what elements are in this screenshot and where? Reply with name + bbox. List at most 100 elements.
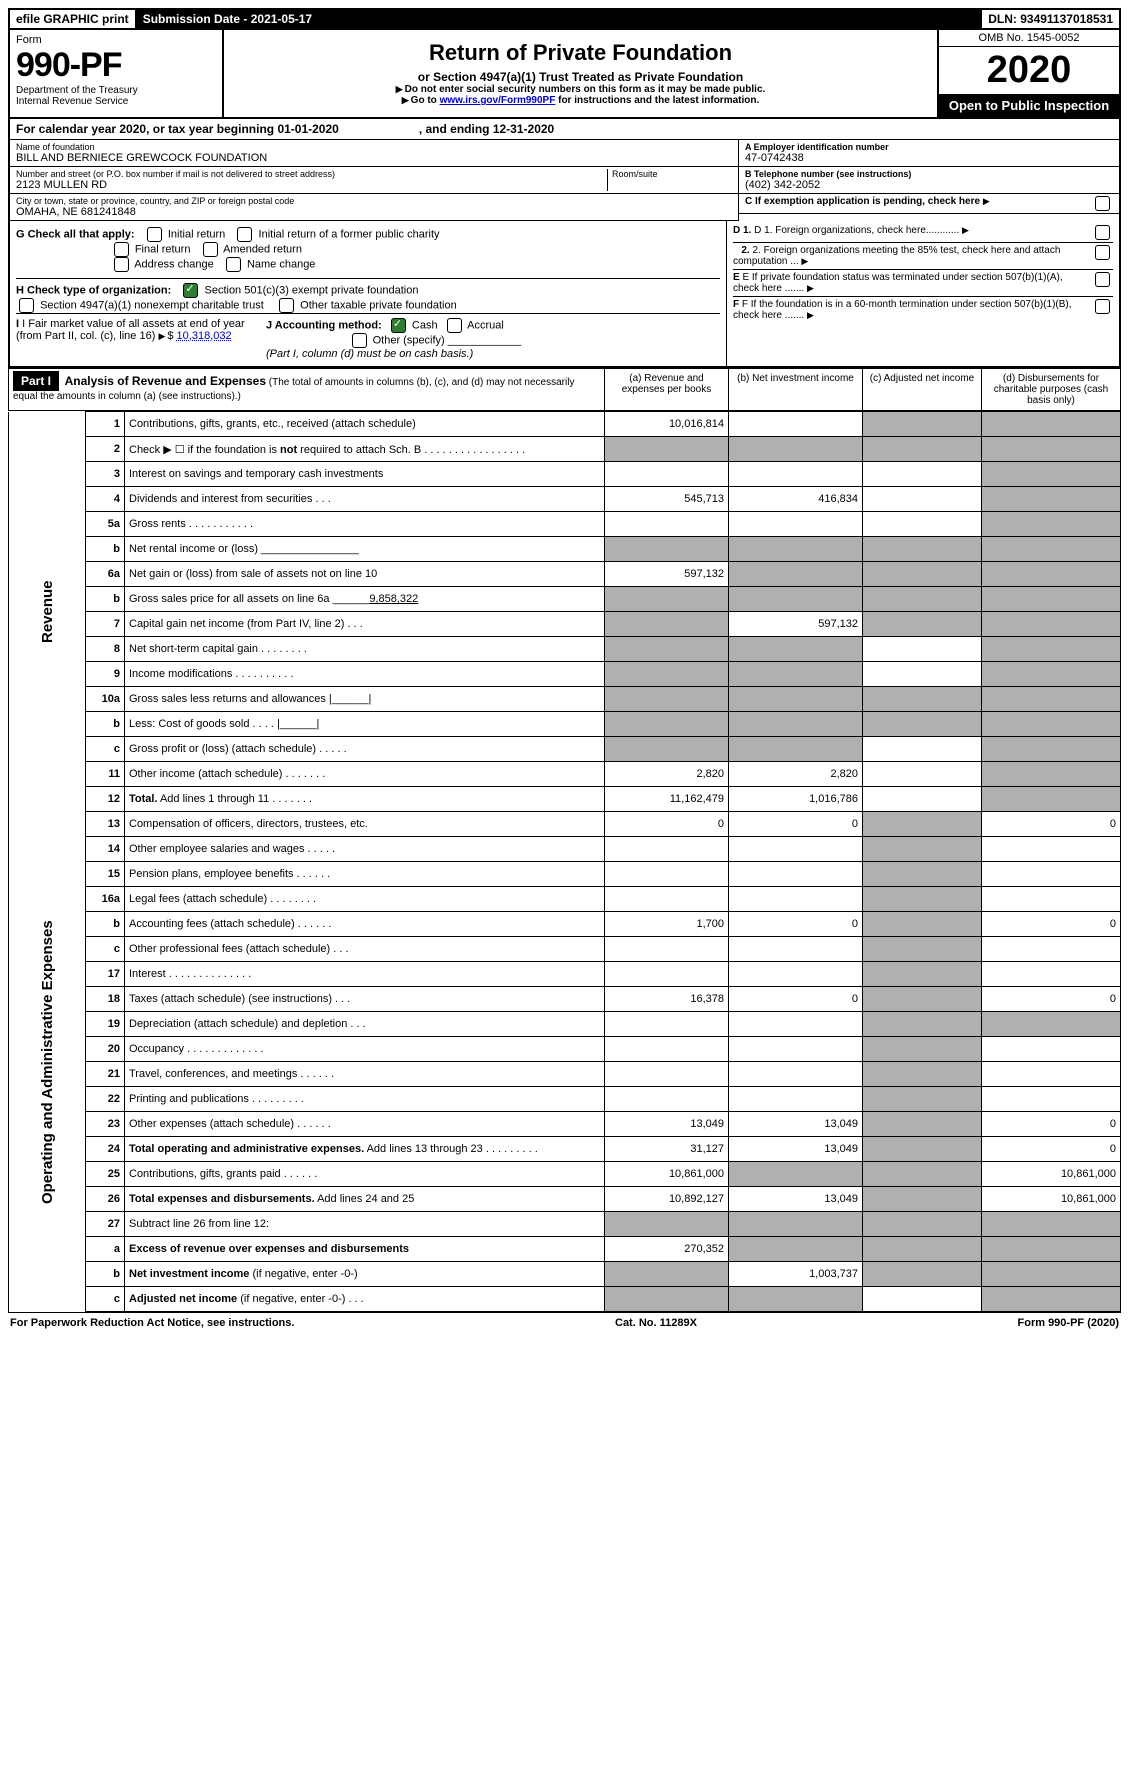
cell-d [982, 862, 1121, 887]
col-c-header: (c) Adjusted net income [862, 369, 981, 410]
row-number: 3 [86, 462, 125, 487]
table-row: 27Subtract line 26 from line 12: [9, 1212, 1121, 1237]
cell-b [729, 687, 863, 712]
cell-d [982, 412, 1121, 437]
row-desc: Gross sales less returns and allowances … [125, 687, 605, 712]
cell-b [729, 887, 863, 912]
cell-b: 597,132 [729, 612, 863, 637]
city-cell: City or town, state or province, country… [10, 194, 738, 221]
initial-return-checkbox[interactable] [147, 227, 162, 242]
cell-d [982, 537, 1121, 562]
exemption-pending-cell: C If exemption application is pending, c… [739, 194, 1119, 214]
cell-d [982, 937, 1121, 962]
row-number: 14 [86, 837, 125, 862]
row-desc: Pension plans, employee benefits . . . .… [125, 862, 605, 887]
table-row: 15Pension plans, employee benefits . . .… [9, 862, 1121, 887]
cell-a [605, 637, 729, 662]
other-method-checkbox[interactable] [352, 333, 367, 348]
cell-b: 0 [729, 912, 863, 937]
table-row: 9Income modifications . . . . . . . . . … [9, 662, 1121, 687]
fmv-link[interactable]: 10,318,032 [177, 330, 232, 342]
cell-d [982, 1237, 1121, 1262]
final-return-checkbox[interactable] [114, 242, 129, 257]
status-terminated-checkbox[interactable] [1095, 272, 1110, 287]
row-desc: Adjusted net income (if negative, enter … [125, 1287, 605, 1312]
cell-b [729, 412, 863, 437]
cell-a [605, 1062, 729, 1087]
room-label: Room/suite [612, 169, 732, 179]
60-month-checkbox[interactable] [1095, 299, 1110, 314]
cell-b: 2,820 [729, 762, 863, 787]
row-number: 11 [86, 762, 125, 787]
row-number: 26 [86, 1187, 125, 1212]
cash-checkbox[interactable] [391, 318, 406, 333]
foreign-85-checkbox[interactable] [1095, 245, 1110, 260]
row-desc: Taxes (attach schedule) (see instruction… [125, 987, 605, 1012]
address-change-checkbox[interactable] [114, 257, 129, 272]
cell-b [729, 1162, 863, 1187]
table-row: Revenue1Contributions, gifts, grants, et… [9, 412, 1121, 437]
checks-left: G Check all that apply: Initial return I… [10, 221, 727, 366]
cell-d [982, 512, 1121, 537]
row-number: 19 [86, 1012, 125, 1037]
name-change-checkbox[interactable] [226, 257, 241, 272]
row-number: 5a [86, 512, 125, 537]
exemption-pending-checkbox[interactable] [1095, 196, 1110, 211]
cell-c [863, 962, 982, 987]
table-row: 14Other employee salaries and wages . . … [9, 837, 1121, 862]
row-desc: Other expenses (attach schedule) . . . .… [125, 1112, 605, 1137]
cell-a [605, 662, 729, 687]
cell-b [729, 712, 863, 737]
other-taxable-checkbox[interactable] [279, 298, 294, 313]
foundation-name: BILL AND BERNIECE GREWCOCK FOUNDATION [16, 152, 732, 164]
efile-label: efile GRAPHIC print [10, 10, 137, 28]
foreign-org-checkbox[interactable] [1095, 225, 1110, 240]
calendar-year-row: For calendar year 2020, or tax year begi… [8, 119, 1121, 140]
cell-b [729, 537, 863, 562]
row-number: 20 [86, 1037, 125, 1062]
h-row: H Check type of organization: Section 50… [16, 278, 720, 313]
cell-b [729, 1037, 863, 1062]
table-row: cAdjusted net income (if negative, enter… [9, 1287, 1121, 1312]
form-note1: Do not enter social security numbers on … [230, 84, 931, 95]
row-number: c [86, 1287, 125, 1312]
cell-a: 270,352 [605, 1237, 729, 1262]
4947-checkbox[interactable] [19, 298, 34, 313]
header-right: OMB No. 1545-0052 2020 Open to Public In… [937, 30, 1119, 117]
row-number: b [86, 712, 125, 737]
cell-b [729, 937, 863, 962]
cell-a [605, 537, 729, 562]
cell-a [605, 937, 729, 962]
irs-link[interactable]: www.irs.gov/Form990PF [440, 95, 556, 106]
g-row: G Check all that apply: Initial return I… [16, 227, 720, 272]
row-desc: Check ▶ ☐ if the foundation is not requi… [125, 437, 605, 462]
cell-b [729, 1012, 863, 1037]
cell-a [605, 1262, 729, 1287]
501c3-checkbox[interactable] [183, 283, 198, 298]
submission-date: Submission Date - 2021-05-17 [137, 10, 320, 28]
footer-left: For Paperwork Reduction Act Notice, see … [10, 1317, 294, 1329]
cell-c [863, 712, 982, 737]
amended-return-checkbox[interactable] [203, 242, 218, 257]
initial-former-checkbox[interactable] [237, 227, 252, 242]
accrual-checkbox[interactable] [447, 318, 462, 333]
row-desc: Depreciation (attach schedule) and deple… [125, 1012, 605, 1037]
part1-header: Part I Analysis of Revenue and Expenses … [8, 367, 1121, 411]
cell-c [863, 1037, 982, 1062]
cell-d [982, 437, 1121, 462]
cell-d [982, 962, 1121, 987]
row-number: c [86, 937, 125, 962]
cell-a: 31,127 [605, 1137, 729, 1162]
cell-a: 11,162,479 [605, 787, 729, 812]
row-desc: Printing and publications . . . . . . . … [125, 1087, 605, 1112]
cell-d [982, 787, 1121, 812]
cell-b [729, 512, 863, 537]
header-left: Form 990-PF Department of the Treasury I… [10, 30, 224, 117]
revenue-side-label: Revenue [9, 412, 86, 812]
cell-d: 0 [982, 1112, 1121, 1137]
table-row: 22Printing and publications . . . . . . … [9, 1087, 1121, 1112]
cell-d [982, 612, 1121, 637]
table-row: 7Capital gain net income (from Part IV, … [9, 612, 1121, 637]
row-desc: Accounting fees (attach schedule) . . . … [125, 912, 605, 937]
row-desc: Compensation of officers, directors, tru… [125, 812, 605, 837]
